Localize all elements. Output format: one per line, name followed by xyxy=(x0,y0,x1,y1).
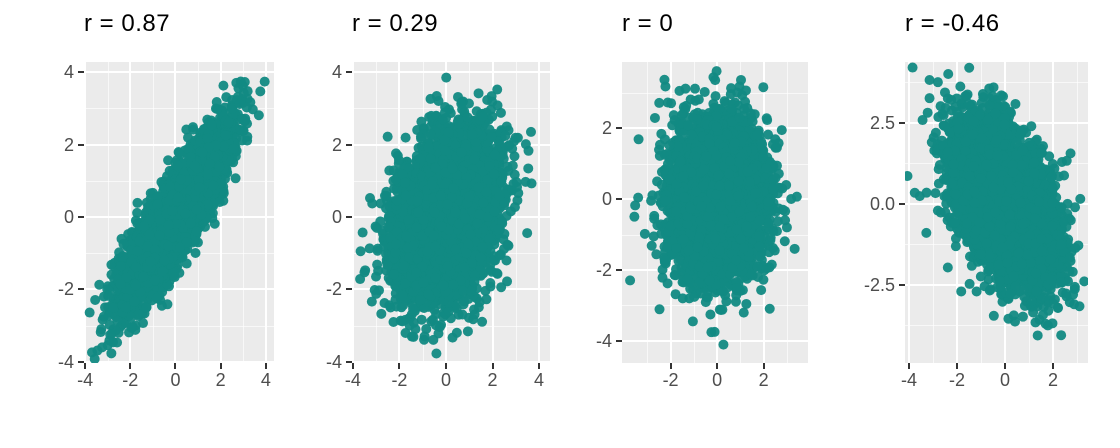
x-tick-mark xyxy=(174,363,177,369)
x-tick-label: 0 xyxy=(170,370,181,390)
x-tick-mark xyxy=(398,363,401,369)
y-tick-mark xyxy=(899,121,905,124)
y-tick-mark xyxy=(899,202,905,205)
x-tick-label: 2 xyxy=(215,370,226,390)
x-tick-label: 0 xyxy=(999,370,1010,390)
x-tick-label: 2 xyxy=(1047,370,1058,390)
y-tick-mark xyxy=(78,360,84,363)
x-tick-label: -2 xyxy=(391,370,408,390)
facet-r-0-87: r = 0.87 -4 -2 0 2 4 4 2 0 -2 -4 xyxy=(0,0,280,448)
x-tick-label: -2 xyxy=(122,370,139,390)
y-tick-mark xyxy=(616,127,622,130)
y-tick-label: -4 xyxy=(595,330,612,351)
facet-title: r = 0 xyxy=(622,10,674,37)
x-tick-mark xyxy=(129,363,132,369)
x-tick-label: -4 xyxy=(344,370,361,390)
x-tick-label: 2 xyxy=(758,370,769,390)
x-tick-label: 4 xyxy=(260,370,271,390)
x-tick-mark xyxy=(219,363,222,369)
y-tick-label: -2 xyxy=(57,279,74,300)
y-tick-label: -4 xyxy=(325,351,342,372)
y-tick-mark xyxy=(78,288,84,291)
y-tick-label: -2 xyxy=(595,260,612,280)
x-tick-mark xyxy=(351,363,354,369)
scatter-panel-canvas xyxy=(352,62,550,363)
facet-r-0: r = 0 -2 0 2 2 0 -2 -4 xyxy=(560,0,840,448)
y-tick-label: 2 xyxy=(601,118,612,139)
x-tick-mark xyxy=(669,363,672,369)
y-tick-mark xyxy=(616,198,622,200)
facet-r-neg-0-46: r = -0.46 -4 -2 0 2 2.5 0.0 -2.5 xyxy=(840,0,1120,448)
x-tick-label: 0 xyxy=(440,370,451,390)
y-tick-label: 2 xyxy=(63,134,74,155)
y-tick-mark xyxy=(346,360,352,363)
y-tick-mark xyxy=(616,269,622,271)
x-tick-label: 2 xyxy=(487,370,498,390)
y-tick-mark xyxy=(616,339,622,342)
x-tick-label: -4 xyxy=(77,370,94,390)
scatter-panel-canvas xyxy=(84,62,274,363)
x-tick-mark xyxy=(1004,363,1006,369)
x-tick-mark xyxy=(1051,363,1054,369)
scatter-panel-canvas xyxy=(905,62,1088,363)
y-tick-mark xyxy=(899,283,905,286)
x-tick-mark xyxy=(538,363,541,369)
x-tick-mark xyxy=(264,363,267,369)
facet-r-0-29: r = 0.29 -4 -2 0 2 4 4 2 0 -2 -4 xyxy=(280,0,560,448)
x-tick-label: -2 xyxy=(949,370,966,390)
x-tick-mark xyxy=(84,363,87,369)
x-tick-mark xyxy=(908,363,911,369)
y-tick-mark xyxy=(78,216,84,219)
x-tick-label: 4 xyxy=(534,370,545,390)
y-tick-label: 0 xyxy=(601,189,612,209)
y-tick-label: 2 xyxy=(331,134,342,155)
facet-title: r = -0.46 xyxy=(905,10,1000,37)
x-tick-label: 0 xyxy=(712,370,723,390)
y-tick-mark xyxy=(346,71,352,74)
x-tick-mark xyxy=(716,363,719,369)
scatter-panel-canvas xyxy=(622,62,808,363)
y-tick-label: 0 xyxy=(331,207,342,228)
x-tick-mark xyxy=(956,363,959,369)
y-tick-mark xyxy=(78,143,84,146)
y-tick-label: 0.0 xyxy=(869,193,895,214)
y-tick-mark xyxy=(78,71,84,74)
x-tick-mark xyxy=(491,363,494,369)
x-tick-label: -2 xyxy=(662,370,679,390)
x-tick-mark xyxy=(444,363,447,369)
y-tick-label: 2.5 xyxy=(869,112,895,133)
x-tick-label: -4 xyxy=(901,370,918,390)
y-tick-label: 4 xyxy=(331,62,342,83)
y-tick-label: -4 xyxy=(57,351,74,372)
x-tick-mark xyxy=(762,363,765,369)
y-tick-mark xyxy=(346,143,352,146)
facet-title: r = 0.87 xyxy=(84,10,171,37)
y-tick-label: 4 xyxy=(63,62,74,83)
y-tick-mark xyxy=(346,216,352,219)
y-tick-label: 0 xyxy=(63,207,74,228)
y-tick-label: -2.5 xyxy=(863,274,895,295)
facet-title: r = 0.29 xyxy=(352,10,439,37)
y-tick-label: -2 xyxy=(325,279,342,300)
y-tick-mark xyxy=(346,288,352,291)
